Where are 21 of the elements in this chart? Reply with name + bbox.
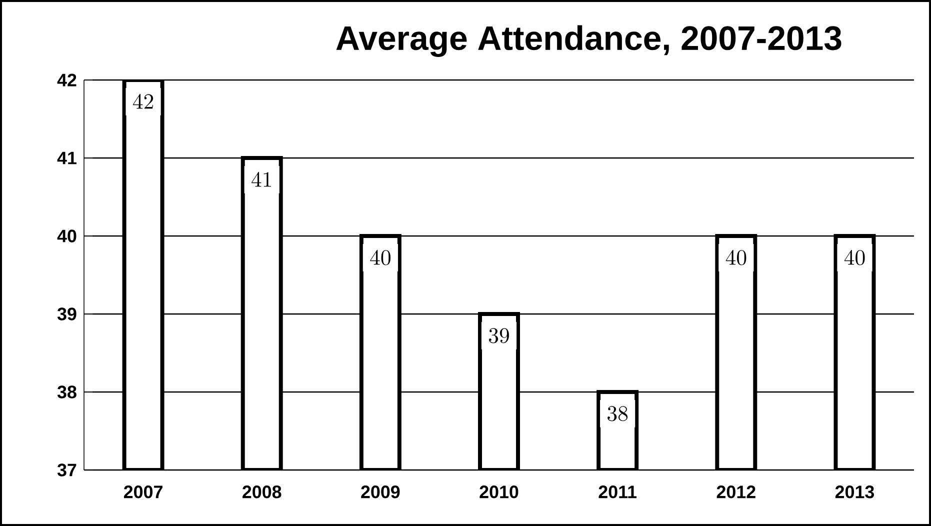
chart-title: Average Attendance, 2007-2013 bbox=[336, 25, 842, 58]
x-tick-label: 2011 bbox=[598, 486, 637, 498]
x-tick-label: 2012 bbox=[716, 486, 756, 498]
y-tick-label: 39 bbox=[57, 308, 76, 320]
data-label: 39 bbox=[489, 328, 509, 344]
x-tick-label: 2010 bbox=[480, 486, 518, 498]
data-label: 40 bbox=[844, 250, 865, 266]
y-tick-label: 40 bbox=[57, 230, 76, 242]
x-tick-label: 2013 bbox=[835, 486, 874, 498]
data-label: 42 bbox=[133, 94, 154, 109]
y-tick-label: 37 bbox=[57, 464, 76, 476]
y-tick-label: 42 bbox=[57, 74, 76, 86]
data-label: 38 bbox=[608, 406, 628, 422]
y-tick-label: 38 bbox=[57, 386, 76, 398]
x-tick-label: 2007 bbox=[124, 486, 162, 498]
data-label: 41 bbox=[252, 172, 271, 187]
data-label: 40 bbox=[370, 250, 390, 266]
x-tick-label: 2008 bbox=[242, 486, 282, 498]
x-tick-label: 2009 bbox=[361, 486, 400, 498]
data-label: 40 bbox=[726, 250, 746, 266]
y-tick-label: 41 bbox=[57, 152, 76, 164]
